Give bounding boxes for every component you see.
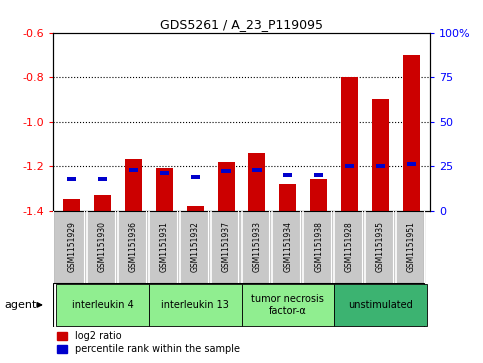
Bar <box>56 284 149 326</box>
Text: GSM1151934: GSM1151934 <box>284 221 292 272</box>
Bar <box>125 159 142 211</box>
Text: GSM1151935: GSM1151935 <box>376 221 385 272</box>
Text: GSM1151930: GSM1151930 <box>98 221 107 272</box>
Text: GSM1151951: GSM1151951 <box>407 221 416 272</box>
Bar <box>94 195 111 211</box>
Bar <box>156 168 173 211</box>
Text: interleukin 13: interleukin 13 <box>161 300 229 310</box>
Bar <box>345 164 354 168</box>
Bar <box>279 184 296 211</box>
Text: GSM1151937: GSM1151937 <box>222 221 230 272</box>
Text: GSM1151936: GSM1151936 <box>129 221 138 272</box>
Bar <box>283 173 292 177</box>
Text: agent: agent <box>5 300 37 310</box>
Bar <box>341 77 358 211</box>
Bar <box>187 206 204 211</box>
Title: GDS5261 / A_23_P119095: GDS5261 / A_23_P119095 <box>160 19 323 32</box>
Bar <box>98 176 107 180</box>
Bar <box>67 176 76 180</box>
Bar <box>407 162 416 166</box>
Text: GSM1151932: GSM1151932 <box>191 221 199 272</box>
Bar <box>160 171 169 175</box>
Bar <box>191 175 200 179</box>
Text: unstimulated: unstimulated <box>348 300 413 310</box>
Bar <box>221 170 231 174</box>
Bar <box>314 173 323 177</box>
Text: GSM1151931: GSM1151931 <box>160 221 169 272</box>
Bar <box>403 55 420 211</box>
Text: tumor necrosis
factor-α: tumor necrosis factor-α <box>251 294 324 316</box>
Bar <box>372 99 389 211</box>
Bar <box>129 168 138 172</box>
Bar <box>252 168 262 172</box>
Bar <box>63 199 80 211</box>
Bar <box>310 179 327 211</box>
Text: GSM1151933: GSM1151933 <box>253 221 261 272</box>
Legend: log2 ratio, percentile rank within the sample: log2 ratio, percentile rank within the s… <box>53 327 243 358</box>
Bar <box>217 162 235 211</box>
Text: interleukin 4: interleukin 4 <box>71 300 133 310</box>
Bar <box>376 164 385 168</box>
Text: GSM1151929: GSM1151929 <box>67 221 76 272</box>
Text: GSM1151928: GSM1151928 <box>345 221 354 272</box>
Text: GSM1151938: GSM1151938 <box>314 221 323 272</box>
Bar <box>248 153 266 211</box>
Bar <box>149 284 242 326</box>
Bar <box>334 284 427 326</box>
Bar <box>242 284 334 326</box>
